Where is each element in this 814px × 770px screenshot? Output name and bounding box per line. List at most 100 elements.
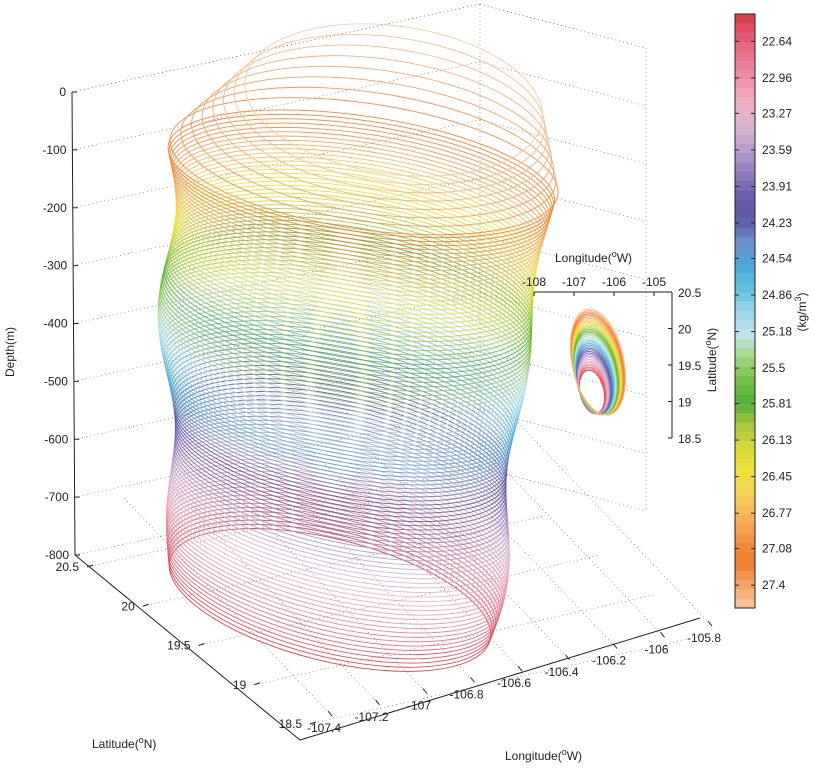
longitude-tick-label: -106.4 bbox=[544, 665, 578, 679]
grid-line bbox=[169, 484, 380, 705]
colorbar-tick-label: 27.08 bbox=[762, 542, 792, 556]
colorbar-segment bbox=[735, 292, 755, 303]
density-contour-ring bbox=[167, 215, 533, 352]
longitude-tick bbox=[565, 654, 570, 661]
colorbar-segment bbox=[735, 41, 755, 52]
density-contour-ring bbox=[169, 97, 559, 236]
grid-line bbox=[501, 405, 713, 627]
density-contour-ring bbox=[166, 502, 501, 647]
longitude-tick-label: -105.8 bbox=[687, 631, 721, 645]
inset-longitude-label: Longitude(oW) bbox=[555, 249, 632, 265]
colorbar-segment bbox=[735, 283, 755, 294]
latitude-axis-line bbox=[74, 554, 301, 741]
latitude-tick-label: 19 bbox=[233, 678, 247, 692]
longitude-tick-label: -107.4 bbox=[307, 721, 341, 735]
density-contour-ring bbox=[233, 34, 546, 185]
grid-line bbox=[121, 495, 333, 717]
longitude-tick bbox=[327, 710, 333, 717]
longitude-tick bbox=[660, 631, 665, 638]
longitude-tick bbox=[470, 676, 475, 683]
grid-line bbox=[406, 428, 618, 649]
colorbar: 22.64 22.96 23.27 23.59 23.91 24.23 24.54 24.86… bbox=[734, 13, 792, 609]
latitude-tick-label: 20.5 bbox=[56, 560, 80, 574]
density-contour-ring bbox=[175, 176, 537, 306]
depth-tick-label: -300 bbox=[43, 259, 67, 273]
density-contour-ring bbox=[166, 219, 533, 356]
grid-line bbox=[254, 594, 655, 686]
density-contour-ring bbox=[167, 109, 556, 239]
colorbar-segment bbox=[735, 301, 755, 312]
colorbar-tick-label: 26.77 bbox=[762, 506, 792, 520]
density-contour-ring bbox=[191, 76, 555, 219]
colorbar-segment bbox=[735, 570, 755, 581]
density-contour-ring bbox=[167, 511, 498, 656]
inset-latitude-label: Latitude(oN) bbox=[703, 328, 719, 392]
colorbar-segment bbox=[735, 329, 755, 340]
grid-line bbox=[264, 462, 475, 683]
grid-line bbox=[479, 61, 647, 107]
colorbar-segment bbox=[735, 78, 755, 89]
colorbar-segment bbox=[735, 487, 755, 498]
colorbar-segment bbox=[735, 348, 755, 359]
depth-tick-label: -700 bbox=[45, 490, 69, 504]
colorbar-segment bbox=[735, 580, 755, 591]
latitude-axis-label: Latitude(oN) bbox=[92, 735, 156, 751]
inset-longitude-tick-label: -107 bbox=[562, 275, 586, 289]
density-contour-ring bbox=[173, 373, 508, 506]
colorbar-segment bbox=[735, 32, 755, 43]
colorbar-segment bbox=[735, 162, 755, 173]
colorbar-segment bbox=[735, 190, 755, 201]
inset-longitude-tick-label: -105 bbox=[642, 275, 666, 289]
colorbar-segment bbox=[735, 598, 755, 609]
colorbar-tick-label: 24.23 bbox=[762, 216, 792, 230]
inset-latitude-tick-label: 20 bbox=[678, 323, 692, 337]
colorbar-segment bbox=[735, 394, 755, 405]
density-contours bbox=[157, 23, 559, 672]
longitude-tick bbox=[517, 665, 523, 672]
latitude-tick bbox=[309, 721, 317, 725]
density-contour-ring bbox=[166, 506, 500, 651]
longitude-tick-label: -106 bbox=[644, 642, 668, 656]
colorbar-tick-label: 23.59 bbox=[762, 143, 792, 157]
colorbar-segment bbox=[735, 440, 755, 451]
colorbar-segment bbox=[735, 478, 755, 488]
colorbar-tick-label: 27.4 bbox=[762, 578, 786, 592]
density-contour-ring bbox=[171, 200, 534, 333]
colorbar-segment bbox=[735, 199, 755, 210]
depth-tick-label: -200 bbox=[43, 201, 67, 215]
colorbar-segment bbox=[735, 533, 755, 544]
longitude-tick bbox=[707, 620, 713, 627]
colorbar-segment bbox=[735, 403, 755, 414]
colorbar-segment bbox=[735, 153, 755, 164]
colorbar-segment bbox=[735, 561, 755, 572]
depth-tick-label: -500 bbox=[44, 374, 68, 388]
grid-line bbox=[479, 235, 647, 280]
longitude-tick-label: -107 bbox=[407, 699, 431, 713]
latitude-tick-label: 18.5 bbox=[279, 717, 303, 731]
inset-plot: -108 -107 -106 -105 20.5 20 19.5 19 18.5 bbox=[522, 275, 702, 446]
density-contour-ring bbox=[169, 208, 534, 343]
colorbar-segment bbox=[735, 51, 755, 62]
colorbar-segment bbox=[735, 116, 755, 126]
density-contour-ring bbox=[174, 382, 507, 514]
grid-line bbox=[479, 293, 647, 338]
latitude-tick-label: 19.5 bbox=[167, 639, 191, 653]
colorbar-segment bbox=[735, 357, 755, 368]
longitude-axis-label: Longitude(oW) bbox=[505, 747, 582, 763]
colorbar-segment bbox=[735, 246, 755, 256]
colorbar-segment bbox=[735, 227, 755, 238]
colorbar-segment bbox=[735, 505, 755, 516]
colorbar-segment bbox=[735, 320, 755, 331]
inset-longitude-tick-label: -106 bbox=[602, 275, 626, 289]
depth-tick-label: -400 bbox=[43, 317, 67, 331]
colorbar-tick-label: 24.54 bbox=[762, 251, 792, 265]
colorbar-segment bbox=[735, 468, 755, 479]
latitude-tick bbox=[254, 682, 261, 686]
grid-line bbox=[309, 633, 711, 725]
colorbar-segment bbox=[735, 134, 755, 145]
longitude-tick bbox=[375, 699, 380, 706]
inset-latitude-tick-label: 19.5 bbox=[678, 359, 702, 373]
colorbar-tick-label: 26.13 bbox=[762, 433, 792, 447]
inset-latitude-tick-label: 19 bbox=[678, 396, 692, 410]
